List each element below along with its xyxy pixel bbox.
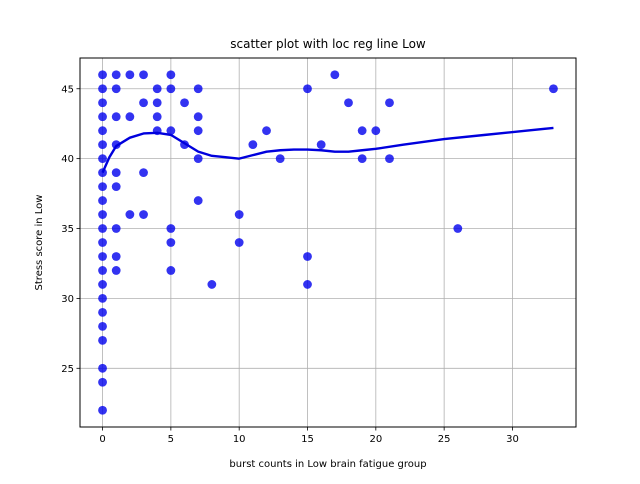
scatter-point xyxy=(166,238,176,247)
grid-layer xyxy=(80,58,576,427)
scatter-point xyxy=(98,98,107,108)
scatter-point xyxy=(111,84,121,94)
scatter-point xyxy=(98,321,107,331)
scatter-point xyxy=(234,210,244,219)
scatter-point xyxy=(98,126,107,136)
scatter-point xyxy=(549,84,558,94)
scatter-point xyxy=(193,196,203,205)
scatter-point xyxy=(262,126,271,136)
y-axis-label: Stress score in Low xyxy=(34,195,45,291)
scatter-point xyxy=(111,70,121,80)
scatter-point xyxy=(111,266,121,275)
scatter-point xyxy=(98,84,107,94)
scatter-point xyxy=(98,405,107,415)
scatter-point xyxy=(98,377,107,387)
x-tick-label: 20 xyxy=(369,434,382,445)
line-layer xyxy=(101,126,554,174)
x-tick-label: 5 xyxy=(168,434,174,445)
scatter-point xyxy=(98,154,107,164)
x-tick-label: 15 xyxy=(301,434,314,445)
y-tick-label: 35 xyxy=(61,224,74,235)
scatter-point xyxy=(139,210,148,219)
scatter-point xyxy=(193,84,203,94)
x-tick-label: 0 xyxy=(99,434,105,445)
scatter-point xyxy=(180,98,189,108)
scatter-point xyxy=(152,112,162,122)
scatter-point xyxy=(98,238,107,247)
scatter-point xyxy=(357,154,367,164)
scatter-point xyxy=(193,154,203,164)
scatter-point xyxy=(98,294,107,303)
scatter-point xyxy=(98,252,107,261)
scatter-point xyxy=(98,363,107,373)
scatter-point xyxy=(371,126,381,136)
scatter-point xyxy=(98,266,107,275)
scatter-point xyxy=(98,140,107,150)
scatter-point xyxy=(111,168,121,178)
scatter-point xyxy=(207,280,217,289)
scatter-point xyxy=(98,196,107,205)
scatter-point xyxy=(152,84,162,94)
loess-regression-line xyxy=(101,126,554,174)
scatter-point xyxy=(385,154,394,164)
ticks-layer: 0 5 10 15 20 25 30 25 30 35 40 45 xyxy=(61,84,519,445)
scatter-point xyxy=(248,140,258,150)
scatter-point xyxy=(125,70,135,80)
scatter-point xyxy=(139,98,148,108)
y-tick-label: 30 xyxy=(61,294,74,305)
chart-title: scatter plot with loc reg line Low xyxy=(230,37,426,51)
scatter-point xyxy=(98,224,107,233)
scatter-point xyxy=(111,182,121,191)
scatter-point xyxy=(139,168,148,178)
scatter-point xyxy=(234,238,244,247)
scatter-point xyxy=(453,224,463,233)
scatter-point xyxy=(152,98,162,108)
scatter-point xyxy=(330,70,340,80)
scatter-point xyxy=(111,112,121,122)
scatter-point xyxy=(166,266,176,275)
scatter-point xyxy=(166,84,176,94)
scatter-point xyxy=(98,335,107,345)
scatter-point xyxy=(193,112,203,122)
scatter-point xyxy=(125,112,135,122)
y-tick-label: 45 xyxy=(61,84,74,95)
scatter-point xyxy=(111,224,121,233)
scatter-point xyxy=(303,252,312,261)
scatter-point xyxy=(98,307,107,317)
scatter-point xyxy=(166,224,176,233)
x-axis-label: burst counts in Low brain fatigue group xyxy=(229,459,426,470)
scatter-point xyxy=(166,126,176,136)
scatter-point xyxy=(303,280,312,289)
y-tick-label: 40 xyxy=(61,154,74,165)
scatter-point xyxy=(139,70,148,80)
points-layer xyxy=(98,70,558,415)
scatter-point xyxy=(98,210,107,219)
scatter-point xyxy=(98,70,107,80)
scatter-point xyxy=(98,168,107,178)
scatter-point xyxy=(98,112,107,122)
scatter-point xyxy=(385,98,394,108)
plot-frame xyxy=(79,57,577,428)
y-tick-label: 25 xyxy=(61,364,74,375)
scatter-point xyxy=(111,252,121,261)
x-tick-label: 30 xyxy=(506,434,519,445)
scatter-point xyxy=(166,70,176,80)
scatter-point xyxy=(316,140,326,150)
scatter-point xyxy=(357,126,367,136)
scatter-point xyxy=(275,154,285,164)
x-tick-label: 25 xyxy=(438,434,451,445)
scatter-point xyxy=(98,182,107,191)
scatter-point xyxy=(125,210,135,219)
scatter-point xyxy=(193,126,203,136)
scatter-point xyxy=(344,98,353,108)
scatter-point xyxy=(98,280,107,289)
x-tick-label: 10 xyxy=(233,434,246,445)
scatter-point xyxy=(303,84,312,94)
